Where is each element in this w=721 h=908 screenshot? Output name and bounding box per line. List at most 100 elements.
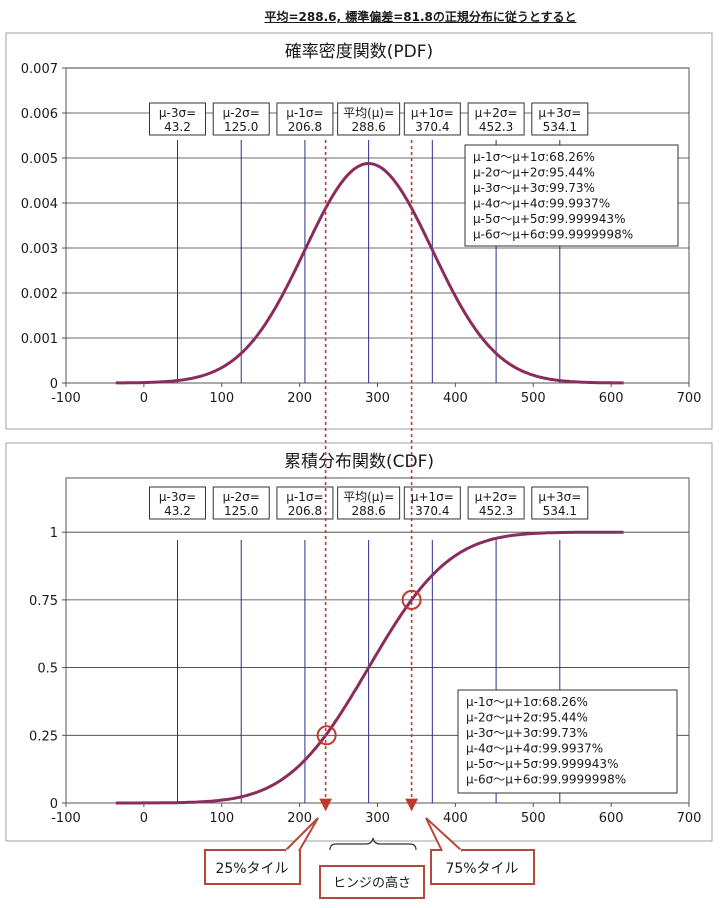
pdf-x-tick-label: 200 bbox=[287, 391, 312, 406]
pdf-sigma-label-box bbox=[149, 102, 207, 136]
pdf-coverage-line: μ-4σ～μ+4σ:99.9937% bbox=[473, 197, 610, 211]
cdf-sigma-label: μ-1σ= bbox=[286, 490, 323, 504]
callout-hinge-label: ヒンジの高さ bbox=[333, 875, 411, 891]
cdf-y-tick-label: 0 bbox=[50, 797, 58, 812]
cdf-x-tick-label: 500 bbox=[521, 811, 546, 826]
cdf-sigma-value: 288.6 bbox=[351, 504, 385, 518]
pdf-sigma-label-box bbox=[403, 102, 461, 136]
pdf-title: 確率密度関数(PDF) bbox=[285, 42, 433, 62]
pdf-y-tick-label: 0.003 bbox=[21, 242, 58, 257]
cdf-x-tick-label: 700 bbox=[677, 811, 702, 826]
pdf-y-tick-label: 0.004 bbox=[21, 197, 58, 212]
pdf-sigma-label: μ+1σ= bbox=[411, 106, 454, 120]
cdf-x-tick-label: 600 bbox=[599, 811, 624, 826]
cdf-curve-group bbox=[115, 530, 624, 805]
cdf-coverage-frame bbox=[457, 689, 678, 794]
pdf-chart: 確率密度関数(PDF) -100 0 100 200 300 400 500 600 70000… bbox=[5, 32, 713, 430]
cdf-x-tick-label: 300 bbox=[365, 811, 390, 826]
cdf-curve bbox=[115, 530, 624, 805]
pdf-x-tick-label: 500 bbox=[521, 391, 546, 406]
pdf-sigma-value: 370.4 bbox=[415, 120, 449, 134]
cdf-sigma-label: μ+1σ= bbox=[411, 490, 454, 504]
pdf-x-tick-label: 400 bbox=[443, 391, 468, 406]
pdf-coverage-box: μ-1σ～μ+1σ:68.26% μ-2σ～μ+2σ:95.44%μ-3σ～μ+3… bbox=[464, 144, 679, 247]
hinge-brace bbox=[329, 837, 417, 851]
pdf-x-tick-label: 700 bbox=[677, 391, 702, 406]
cdf-sigma-label: μ+2σ= bbox=[475, 490, 518, 504]
cdf-coverage-line: μ-4σ～μ+4σ:99.9937% bbox=[466, 742, 603, 756]
pdf-curve bbox=[115, 161, 624, 385]
cdf-coverage-line: μ-3σ～μ+3σ:99.73% bbox=[466, 726, 588, 740]
cdf-sigma-label-box bbox=[276, 486, 334, 520]
pdf-sigma-label: μ+2σ= bbox=[475, 106, 518, 120]
cdf-x-tick-label: -100 bbox=[51, 811, 81, 826]
cdf-sigma-label: μ+3σ= bbox=[538, 490, 581, 504]
cdf-sigma-label: μ-3σ= bbox=[159, 490, 196, 504]
quartile-annotations bbox=[316, 140, 422, 812]
cdf-sigma-value: 125.0 bbox=[224, 504, 258, 518]
pdf-sigma-label-box bbox=[467, 102, 525, 136]
callout-q3-box bbox=[430, 849, 535, 885]
cdf-sigma-label-box bbox=[337, 486, 401, 520]
pdf-y-tick-label: 0.005 bbox=[21, 152, 58, 167]
header-title: 平均=288.6, 標準偏差=81.8の正規分布に従うとすると bbox=[264, 10, 577, 24]
cdf-y-tick-label: 0.75 bbox=[29, 594, 58, 609]
cdf-sigma-label-box bbox=[212, 486, 270, 520]
pdf-sigma-value: 288.6 bbox=[351, 120, 385, 134]
cdf-coverage-line: μ-5σ～μ+5σ:99.999943% bbox=[466, 757, 618, 771]
pdf-sigma-value: 43.2 bbox=[164, 120, 191, 134]
pdf-x-tick-label: 300 bbox=[365, 391, 390, 406]
pdf-sigma-labels: μ-3σ=43.2 μ-2σ=125.0 μ-1σ=206.8 平均(μ)=288.6… bbox=[149, 102, 589, 136]
callout-q3-pointer bbox=[425, 817, 463, 852]
cdf-sigma-value: 43.2 bbox=[164, 504, 191, 518]
pdf-coverage-line: μ-6σ～μ+6σ:99.9999998% bbox=[473, 228, 633, 242]
pdf-sigma-label-box bbox=[337, 102, 401, 136]
pdf-y-tick-label: 0.001 bbox=[21, 332, 58, 347]
cdf-sigma-label-box bbox=[531, 486, 589, 520]
cdf-x-tick-label: 400 bbox=[443, 811, 468, 826]
pdf-sigma-label: 平均(μ)= bbox=[343, 106, 394, 120]
callout-hinge-box bbox=[319, 865, 425, 899]
cdf-sigma-value: 206.8 bbox=[288, 504, 322, 518]
cdf-sigma-lines bbox=[177, 540, 561, 803]
cdf-coverage-box: μ-1σ～μ+1σ:68.26% μ-2σ～μ+2σ:95.44%μ-3σ～μ+3… bbox=[457, 689, 678, 794]
cdf-coverage-line: μ-1σ～μ+1σ:68.26% bbox=[466, 695, 588, 709]
pdf-sigma-label-box bbox=[276, 102, 334, 136]
cdf-coverage-line: μ-2σ～μ+2σ:95.44% bbox=[466, 711, 588, 725]
pdf-sigma-label: μ-3σ= bbox=[159, 106, 196, 120]
pdf-coverage-line: μ-5σ～μ+5σ:99.999943% bbox=[473, 212, 625, 226]
pdf-x-tick-label: 100 bbox=[209, 391, 234, 406]
cdf-sigma-label-box bbox=[149, 486, 207, 520]
pdf-axes: -100 0 100 200 300 400 500 600 70000.0010.0020.0… bbox=[21, 62, 702, 406]
cdf-sigma-label-box bbox=[403, 486, 461, 520]
cdf-y-tick-label: 0.25 bbox=[29, 729, 58, 744]
pdf-y-tick-label: 0.006 bbox=[21, 107, 58, 122]
pdf-sigma-value: 534.1 bbox=[543, 120, 577, 134]
header: 平均=288.6, 標準偏差=81.8の正規分布に従うとすると bbox=[0, 6, 721, 25]
cdf-x-tick-label: 0 bbox=[140, 811, 148, 826]
cdf-coverage-line: μ-6σ～μ+6σ:99.9999998% bbox=[466, 773, 626, 787]
callout-q3: 75%タイル bbox=[425, 817, 535, 885]
pdf-sigma-label: μ+3σ= bbox=[538, 106, 581, 120]
callout-q1-pointer bbox=[284, 817, 319, 852]
callout-hinge: ヒンジの高さ bbox=[319, 865, 425, 899]
cdf-sigma-value: 452.3 bbox=[479, 504, 513, 518]
pdf-coverage-line: μ-1σ～μ+1σ:68.26% bbox=[473, 150, 595, 164]
pdf-y-tick-label: 0 bbox=[50, 377, 58, 392]
pdf-x-tick-label: 0 bbox=[140, 391, 148, 406]
pdf-sigma-value: 206.8 bbox=[288, 120, 322, 134]
cdf-sigma-value: 534.1 bbox=[543, 504, 577, 518]
callout-q1-label: 25%タイル bbox=[215, 861, 288, 877]
cdf-sigma-label-box bbox=[467, 486, 525, 520]
cdf-title: 累積分布関数(CDF) bbox=[284, 452, 434, 472]
cdf-sigma-value: 370.4 bbox=[415, 504, 449, 518]
quartile-marker bbox=[316, 725, 337, 746]
callout-q1-box bbox=[204, 849, 301, 885]
cdf-y-tick-label: 1 bbox=[50, 526, 58, 541]
quartile-marker bbox=[401, 589, 422, 610]
pdf-coverage-frame bbox=[464, 144, 679, 247]
pdf-curve-group bbox=[115, 161, 624, 385]
pdf-sigma-value: 452.3 bbox=[479, 120, 513, 134]
pdf-y-tick-label: 0.007 bbox=[21, 62, 58, 77]
